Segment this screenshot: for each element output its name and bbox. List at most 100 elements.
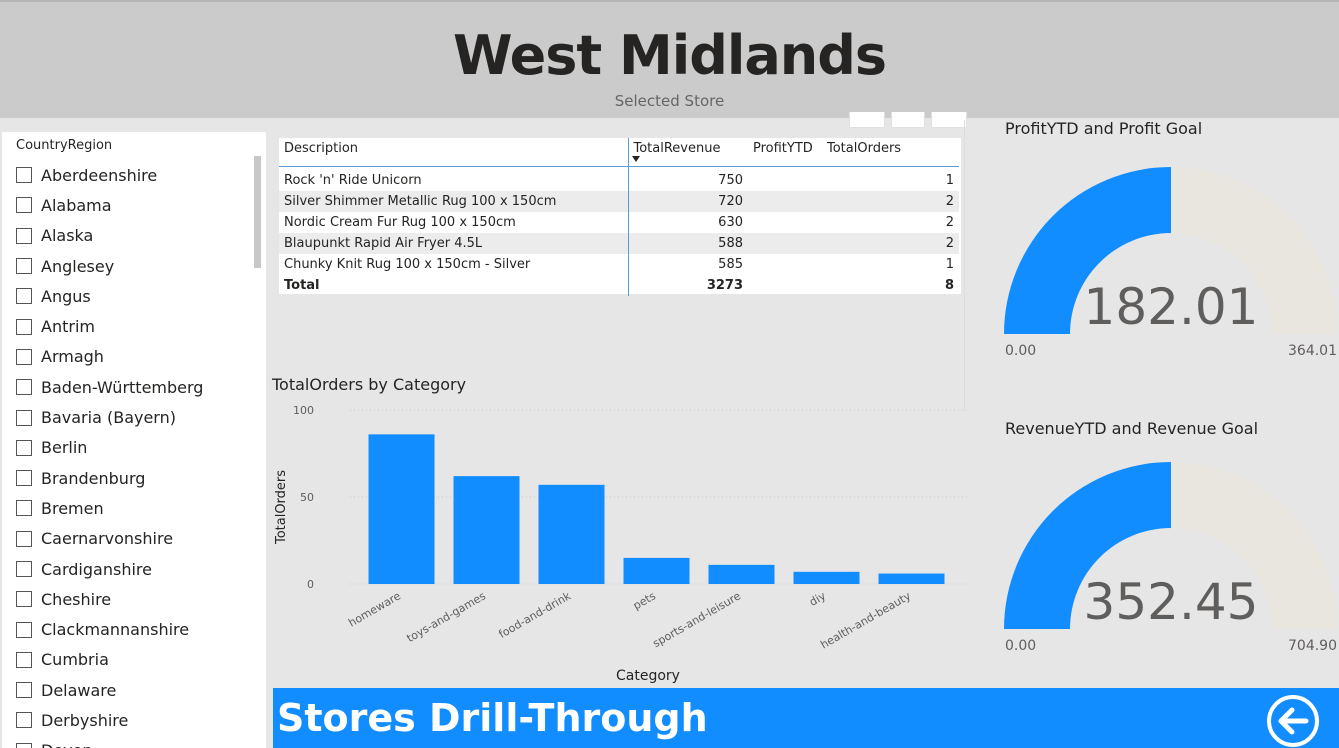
table-row[interactable]: Nordic Cream Fur Rug 100 x 150cm 630 2 (279, 212, 959, 233)
checkbox[interactable] (16, 197, 32, 214)
table-cell (748, 166, 822, 191)
table-cell: 2 (822, 191, 959, 212)
checkbox[interactable] (16, 288, 32, 305)
slicer-item[interactable]: Baden-Württemberg (16, 372, 203, 402)
slicer-item-label: Clackmannanshire (41, 620, 190, 640)
slicer-item[interactable]: Cumbria (16, 645, 203, 675)
checkbox[interactable] (16, 318, 32, 335)
divider (964, 120, 965, 410)
slicer-item[interactable]: Caernarvonshire (16, 524, 203, 554)
slicer-item[interactable]: Delaware (16, 675, 203, 705)
table-row[interactable]: Blaupunkt Rapid Air Fryer 4.5L 588 2 (279, 233, 959, 254)
slicer-item-label: Cheshire (41, 589, 112, 609)
slicer-item[interactable]: Bavaria (Bayern) (16, 402, 203, 432)
sort-descending-icon (631, 156, 640, 162)
slicer-scrollbar[interactable] (254, 156, 261, 268)
column-header-totalorders[interactable]: TotalOrders (822, 138, 959, 167)
table-row[interactable]: Chunky Knit Rug 100 x 150cm - Silver 585 1 (279, 254, 959, 275)
column-header-description[interactable]: Description (279, 138, 629, 167)
checkbox[interactable] (16, 167, 32, 184)
slicer-item[interactable]: Aberdeenshire (16, 160, 203, 190)
slicer-item-label: Delaware (41, 680, 117, 700)
checkbox[interactable] (16, 742, 32, 748)
slicer-item-label: Alaska (41, 226, 94, 246)
checkbox[interactable] (16, 530, 32, 547)
checkbox[interactable] (16, 621, 32, 638)
slicer-item[interactable]: Brandenburg (16, 463, 203, 493)
slicer-item[interactable]: Derbyshire (16, 705, 203, 735)
slicer-item[interactable]: Cheshire (16, 584, 203, 614)
checkbox[interactable] (16, 561, 32, 577)
slicer-item[interactable]: Devon (16, 736, 203, 748)
more-options-button[interactable] (931, 112, 967, 128)
slicer-item[interactable]: Armagh (16, 342, 203, 372)
bar (538, 484, 605, 584)
drill-up-button[interactable] (849, 112, 885, 128)
slicer-item-label: Derbyshire (41, 710, 129, 730)
back-arrow-icon[interactable] (1266, 694, 1320, 748)
x-tick-label: food-and-drink (496, 589, 573, 641)
checkbox[interactable] (16, 591, 32, 608)
bar (793, 571, 860, 584)
slicer-item-label: Bavaria (Bayern) (41, 408, 176, 428)
checkbox[interactable] (16, 651, 32, 668)
table-cell: Rock 'n' Ride Unicorn (279, 166, 629, 191)
slicer-item[interactable]: Berlin (16, 433, 203, 463)
table-cell: Total (279, 275, 629, 296)
checkbox[interactable] (16, 712, 32, 729)
checkbox[interactable] (16, 500, 32, 517)
y-tick-label: 0 (307, 578, 314, 591)
gauge-max-label: 364.01 (1288, 343, 1337, 359)
table-cell: 3273 (706, 278, 743, 293)
gauge-min-label: 0.00 (1005, 638, 1036, 654)
table-cell: 2 (945, 215, 954, 230)
slicer-list: Aberdeenshire Alabama Alaska Anglesey Angus A… (16, 160, 203, 748)
table-cell (748, 212, 822, 233)
table-cell: 8 (944, 278, 954, 293)
slicer-item[interactable]: Alabama (16, 190, 203, 220)
slicer-item[interactable]: Clackmannanshire (16, 614, 203, 644)
table-cell: 1 (945, 173, 954, 189)
slicer-item-label: Brandenburg (41, 468, 146, 488)
slicer-item-label: Berlin (41, 438, 88, 458)
slicer-item-label: Cumbria (41, 650, 109, 670)
checkbox[interactable] (16, 379, 32, 396)
slicer-item[interactable]: Antrim (16, 311, 203, 341)
bar (453, 476, 520, 584)
table-row[interactable]: Silver Shimmer Metallic Rug 100 x 150cm 7… (279, 191, 959, 212)
checkbox[interactable] (16, 409, 32, 426)
column-header-profitytd[interactable]: ProfitYTD (748, 138, 822, 167)
checkbox[interactable] (16, 682, 32, 699)
chart-title: TotalOrders by Category (272, 375, 467, 394)
checkbox[interactable] (16, 348, 32, 365)
table-cell: Silver Shimmer Metallic Rug 100 x 150cm (279, 191, 629, 212)
y-tick-label: 50 (300, 491, 314, 504)
table-cell: 2 (822, 233, 959, 254)
slicer-item-label: Cardiganshire (41, 559, 152, 579)
y-axis-label: TotalOrders (274, 470, 289, 545)
checkbox[interactable] (16, 227, 32, 244)
checkbox[interactable] (16, 439, 32, 456)
slicer-item[interactable]: Alaska (16, 221, 203, 251)
slicer-item[interactable]: Angus (16, 281, 203, 311)
slicer-item-label: Antrim (41, 317, 95, 337)
table-row[interactable]: Rock 'n' Ride Unicorn 750 1 (279, 166, 959, 191)
checkbox[interactable] (16, 470, 32, 487)
bar (623, 557, 690, 584)
profit-gauge: 182.01 0.00 364.01 (1004, 167, 1338, 359)
checkbox[interactable] (16, 258, 32, 275)
column-header-totalrevenue[interactable]: TotalRevenue (628, 138, 748, 167)
table-cell: 750 (718, 173, 743, 189)
gauge-fill (1004, 167, 1171, 334)
focus-mode-button[interactable] (891, 112, 925, 128)
page-subtitle: Selected Store (614, 92, 725, 110)
slicer-item[interactable]: Bremen (16, 493, 203, 523)
slicer-item[interactable]: Cardiganshire (16, 554, 203, 584)
table-cell: 585 (718, 257, 743, 272)
slicer-item-label: Armagh (41, 347, 104, 367)
slicer-item[interactable]: Anglesey (16, 251, 203, 281)
table-total-row[interactable]: Total 3273 8 (279, 275, 959, 296)
country-region-slicer: CountryRegion Aberdeenshire Alabama Alaska… (2, 132, 266, 748)
table-cell (748, 275, 822, 296)
totalorders-bar-chart: 0 50 100 homeware toys-and-games food-and-dri… (274, 404, 970, 684)
